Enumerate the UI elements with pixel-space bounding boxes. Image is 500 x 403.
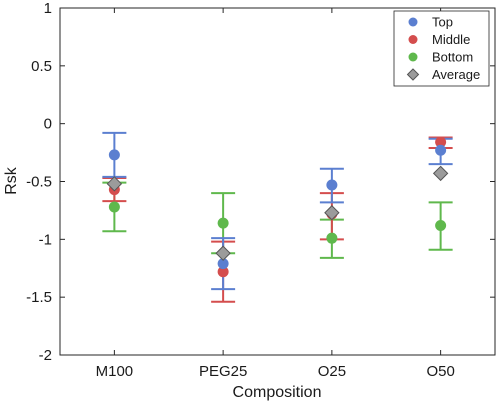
y-axis-label: Rsk xyxy=(3,166,20,195)
legend-label-top: Top xyxy=(432,15,453,30)
legend-label-middle: Middle xyxy=(432,32,470,47)
data-point-top xyxy=(217,258,229,270)
x-tick-label: PEG25 xyxy=(199,363,247,380)
y-tick-label: 1 xyxy=(44,0,52,17)
x-axis-ticks: M100 PEG25 O25 O50 xyxy=(96,8,455,380)
data-point-average xyxy=(215,245,231,261)
x-tick-label: O25 xyxy=(318,363,346,380)
x-tick-label: M100 xyxy=(96,363,134,380)
data-point-bottom xyxy=(326,232,338,244)
x-axis-label: Composition xyxy=(233,384,322,401)
data-point-middle xyxy=(217,266,229,278)
x-tick-label: O50 xyxy=(426,363,454,380)
legend-marker-top xyxy=(408,17,418,27)
y-tick-label: 0 xyxy=(44,116,52,133)
legend-label-bottom: Bottom xyxy=(432,50,473,65)
legend-marker-average xyxy=(406,68,420,81)
y-tick-label: 0.5 xyxy=(31,58,52,75)
data-point-bottom xyxy=(108,201,120,213)
data-point-top xyxy=(108,149,120,161)
y-tick-label: -0.5 xyxy=(26,174,52,191)
data-point-top xyxy=(326,179,338,191)
legend-marker-bottom xyxy=(408,52,418,62)
data-point-average xyxy=(432,165,449,182)
data-point-middle xyxy=(435,136,447,148)
data-point-average xyxy=(324,205,340,221)
data-marks xyxy=(102,131,453,303)
data-point-bottom xyxy=(435,219,447,231)
data-point-top xyxy=(435,144,447,156)
legend-marker-middle xyxy=(408,35,418,44)
y-tick-label: -1.5 xyxy=(26,289,52,306)
legend-label-average: Average xyxy=(432,67,480,82)
y-axis-ticks: 1 0.5 0 -0.5 -1 -1.5 -2 xyxy=(26,0,495,364)
y-tick-label: -2 xyxy=(39,347,52,364)
legend: Top Middle Bottom Average xyxy=(393,10,490,87)
data-point-average xyxy=(106,176,123,192)
data-point-bottom xyxy=(217,217,229,229)
y-tick-label: -1 xyxy=(39,231,52,248)
